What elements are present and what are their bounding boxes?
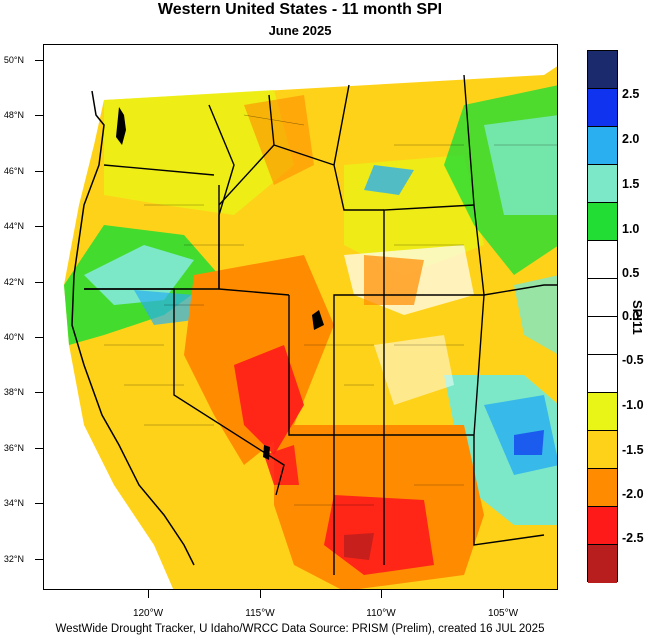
lat-label-32: 32°N — [3, 554, 24, 564]
colorbar-cell — [588, 165, 617, 203]
lon-label-115: 115°W — [245, 608, 275, 619]
lat-label-34: 34°N — [3, 498, 24, 508]
lon-tick — [381, 590, 382, 598]
colorbar-label: 1.0 — [622, 222, 640, 236]
colorbar-cell — [588, 507, 617, 545]
spi-map — [43, 44, 558, 590]
lon-tick — [503, 590, 504, 598]
spi-map-graphic — [44, 45, 557, 589]
colorbar-label: -0.5 — [622, 353, 644, 367]
lat-tick — [35, 226, 43, 227]
map-subtitle: June 2025 — [268, 23, 332, 38]
colorbar-label: -2.0 — [622, 487, 644, 501]
colorbar-cell — [588, 355, 617, 393]
lat-tick — [35, 559, 43, 560]
colorbar-cell — [588, 317, 617, 355]
lat-label-38: 38°N — [3, 387, 24, 397]
colorbar-cell — [588, 241, 617, 279]
colorbar-cell — [588, 51, 617, 89]
lat-tick — [35, 337, 43, 338]
colorbar-cell — [588, 127, 617, 165]
lat-label-36: 36°N — [3, 443, 24, 453]
spi-colorbar — [587, 50, 618, 583]
lat-label-46: 46°N — [3, 166, 24, 176]
colorbar-label: 2.5 — [622, 87, 640, 101]
lat-tick — [35, 392, 43, 393]
lat-tick — [35, 503, 43, 504]
lat-tick — [35, 448, 43, 449]
colorbar-label: 0.5 — [622, 266, 640, 280]
colorbar-label: -2.5 — [622, 531, 644, 545]
lat-label-42: 42°N — [3, 277, 24, 287]
colorbar-title: SPI11 — [630, 300, 645, 335]
lat-tick — [35, 282, 43, 283]
colorbar-cell — [588, 545, 617, 583]
colorbar-cell — [588, 279, 617, 317]
lon-tick — [260, 590, 261, 598]
lat-tick — [35, 171, 43, 172]
colorbar-label: 0.0 — [622, 309, 640, 323]
lat-label-44: 44°N — [3, 221, 24, 231]
lat-label-48: 48°N — [3, 110, 24, 120]
colorbar-label: -1.5 — [622, 443, 644, 457]
lat-label-40: 40°N — [3, 332, 24, 342]
colorbar-label: -1.0 — [622, 398, 644, 412]
colorbar-label: 1.5 — [622, 177, 640, 191]
lon-label-120: 120°W — [132, 608, 164, 619]
lon-tick — [148, 590, 149, 598]
map-title: Western United States - 11 month SPI — [157, 1, 443, 18]
lat-tick — [35, 115, 43, 116]
colorbar-cell — [588, 393, 617, 431]
lat-tick — [35, 60, 43, 61]
lon-label-110: 110°W — [366, 608, 396, 619]
lat-label-50: 50°N — [3, 55, 24, 65]
colorbar-cell — [588, 89, 617, 127]
data-source-footer: WestWide Drought Tracker, U Idaho/WRCC D… — [55, 623, 545, 635]
colorbar-label: 2.0 — [622, 132, 640, 146]
lon-label-105: 105°W — [487, 608, 519, 619]
colorbar-cell — [588, 431, 617, 469]
colorbar-cell — [588, 469, 617, 507]
colorbar-cell — [588, 203, 617, 241]
